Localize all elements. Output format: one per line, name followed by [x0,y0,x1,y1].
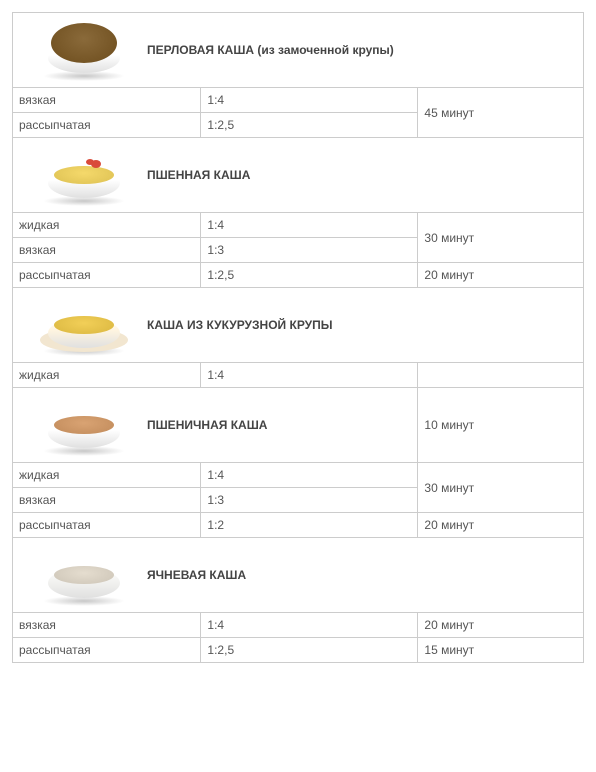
consistency-cell: жидкая [13,463,201,488]
porridge-image [39,21,129,79]
time-cell: 45 минут [418,88,584,138]
consistency-cell: вязкая [13,613,201,638]
ratio-cell: 1:4 [201,463,418,488]
consistency-cell: жидкая [13,363,201,388]
section-header: ЯЧНЕВАЯ КАША [13,538,584,613]
ratio-cell: 1:2,5 [201,113,418,138]
time-cell: 15 минут [418,638,584,663]
ratio-cell: 1:4 [201,363,418,388]
consistency-cell: жидкая [13,213,201,238]
section-title: КАША ИЗ КУКУРУЗНОЙ КРУПЫ [147,318,333,332]
time-cell: 30 минут [418,213,584,263]
ratio-cell: 1:4 [201,613,418,638]
section-title: ПШЕННАЯ КАША [147,168,250,182]
porridge-table: ПЕРЛОВАЯ КАША (из замоченной крупы) вязка… [12,12,584,663]
time-cell [418,363,584,388]
section-header: ПШЕННАЯ КАША [13,138,584,213]
consistency-cell: рассыпчатая [13,113,201,138]
ratio-cell: 1:2 [201,513,418,538]
consistency-cell: вязкая [13,88,201,113]
ratio-cell: 1:3 [201,238,418,263]
consistency-cell: вязкая [13,488,201,513]
section-title: ЯЧНЕВАЯ КАША [147,568,246,582]
section-title: ПЕРЛОВАЯ КАША (из замоченной крупы) [147,43,394,57]
ratio-cell: 1:4 [201,88,418,113]
consistency-cell: рассыпчатая [13,513,201,538]
consistency-cell: рассыпчатая [13,638,201,663]
time-cell: 20 минут [418,513,584,538]
time-cell: 10 минут [418,388,584,463]
porridge-image [39,146,129,204]
time-cell: 20 минут [418,263,584,288]
porridge-image [39,396,129,454]
section-header: КАША ИЗ КУКУРУЗНОЙ КРУПЫ [13,288,584,363]
porridge-image [39,296,129,354]
ratio-cell: 1:4 [201,213,418,238]
section-header: ПШЕНИЧНАЯ КАША [13,388,418,463]
section-title: ПШЕНИЧНАЯ КАША [147,418,267,432]
ratio-cell: 1:2,5 [201,263,418,288]
porridge-image [39,546,129,604]
ratio-cell: 1:3 [201,488,418,513]
consistency-cell: рассыпчатая [13,263,201,288]
ratio-cell: 1:2,5 [201,638,418,663]
time-cell: 30 минут [418,463,584,513]
consistency-cell: вязкая [13,238,201,263]
time-cell: 20 минут [418,613,584,638]
section-header: ПЕРЛОВАЯ КАША (из замоченной крупы) [13,13,584,88]
